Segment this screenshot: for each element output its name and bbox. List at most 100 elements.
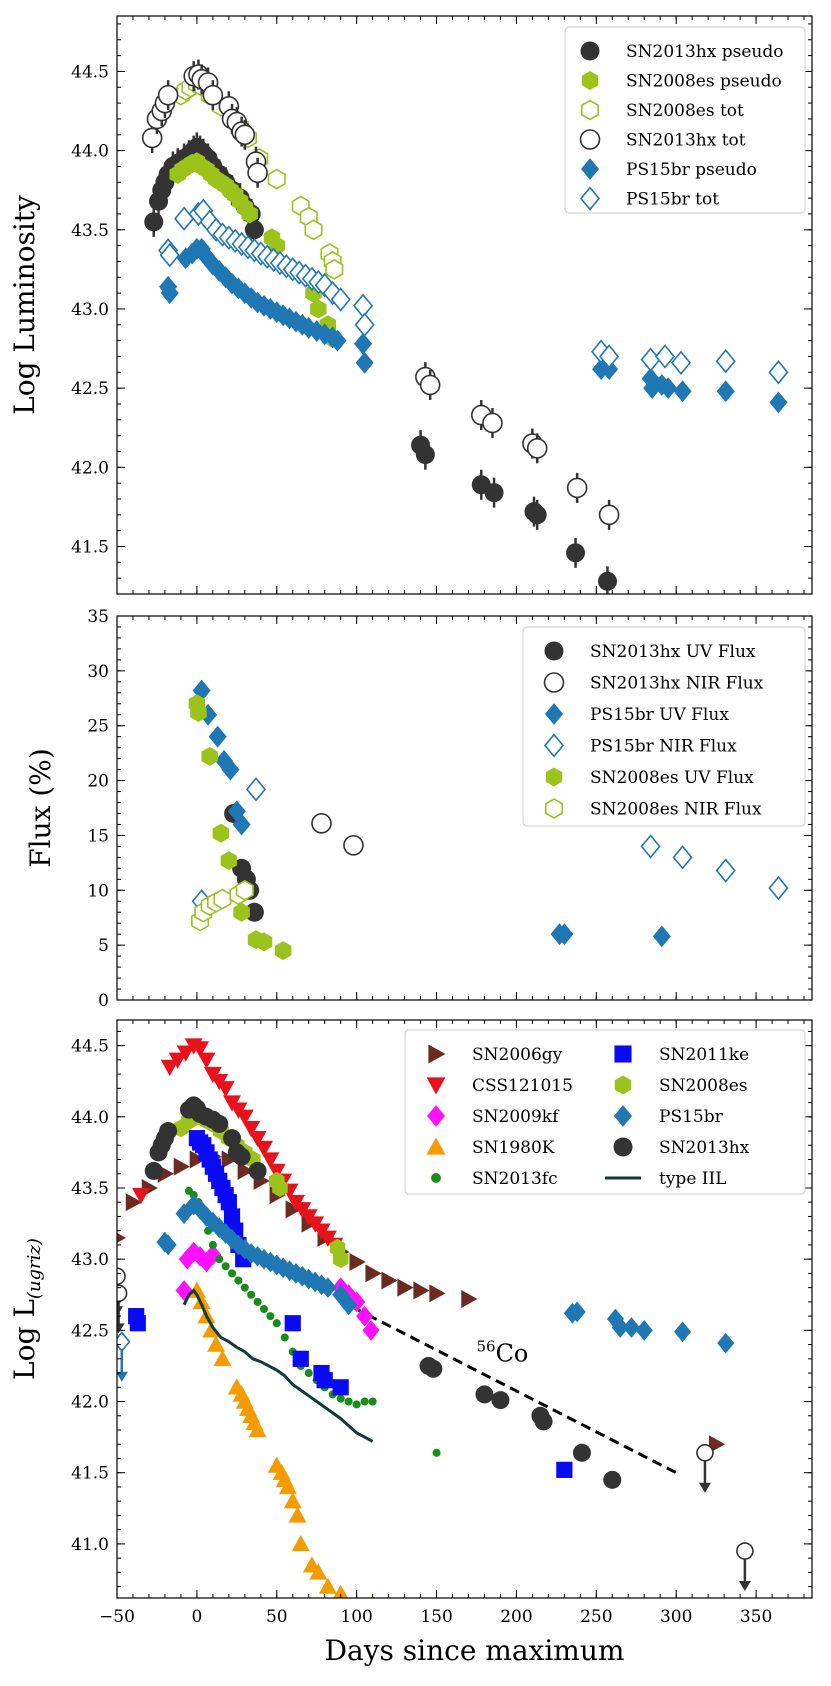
upper-limit-point-1	[117, 1284, 128, 1303]
point-ps15br-26	[340, 1294, 358, 1316]
legend-label-sn1980k: SN1980K	[472, 1138, 555, 1158]
y-tick-label: 41.5	[71, 537, 109, 557]
point-sn2008es-nir-flux-6	[235, 879, 254, 901]
legend-label-sn2006gy: SN2006gy	[472, 1045, 563, 1065]
point-css121015-0	[131, 1187, 150, 1205]
middle-plot-area	[188, 679, 789, 961]
series-ps15br-pseudo	[159, 237, 788, 414]
bottom-y-axis-title-text: Log L	[8, 1299, 41, 1380]
x-tick-label: 100	[340, 1607, 372, 1627]
point-css121015-14	[248, 1130, 267, 1148]
point-sn2006gy-5	[189, 1150, 206, 1169]
point-sn2006gy-22	[708, 1435, 726, 1454]
point-sn2013hx-tot-22	[526, 438, 548, 459]
y-tick-label: 25	[87, 717, 109, 737]
point-sn2006gy-8	[237, 1161, 254, 1180]
point-sn2011ke-18	[292, 1350, 309, 1367]
point-sn2008es-nir-flux-4	[213, 888, 232, 910]
y-tick-label: 5	[98, 936, 109, 956]
point-sn2013fc-27	[368, 1397, 377, 1406]
upper-limit-arrowhead	[117, 1323, 125, 1334]
point-sn2006gy-20	[429, 1284, 446, 1303]
y-tick-label: 41.5	[71, 1464, 109, 1484]
point-sn2013hx-tot-9	[202, 84, 224, 106]
point-ps15br-3	[185, 1194, 203, 1216]
point-sn1980k-18	[288, 1506, 307, 1523]
point-sn1980k-1	[192, 1292, 211, 1310]
middle-frame	[116, 615, 813, 1001]
y-tick-label: 42.5	[71, 1321, 109, 1341]
point-sn2013hx-pseudo-25	[484, 483, 504, 503]
x-tick-label: 150	[420, 1607, 452, 1627]
point-sn2013hx-tot-20	[482, 412, 503, 434]
point-ps15br-pseudo-27	[354, 332, 373, 355]
series-sn2013hx	[144, 1096, 622, 1489]
point-sn2013hx-21	[534, 1412, 553, 1431]
point-css121015-17	[267, 1163, 286, 1180]
point-sn2013hx-tot-4	[157, 84, 179, 106]
point-sn2008es-uv-flux-3	[212, 823, 230, 843]
upper-limit-point-3	[736, 1542, 754, 1560]
point-sn2013fc-5	[208, 1240, 217, 1249]
point-ps15br-pseudo-13	[242, 286, 261, 309]
top-y-axis-title: Log Luminosity	[8, 195, 41, 415]
point-ps15br-34	[717, 1332, 735, 1354]
legend-marker-ps15br-pseudo	[580, 158, 600, 180]
legend-label-sn2008es-uv-flux: SN2008es UV Flux	[590, 768, 754, 788]
point-sn2013fc-8	[227, 1269, 237, 1278]
point-css121015-5	[191, 1041, 210, 1058]
legend-label-sn2009kf: SN2009kf	[472, 1107, 560, 1127]
upper-limits-sn2013hx	[117, 1267, 754, 1592]
point-css121015-6	[197, 1052, 216, 1069]
bottom-legend: SN2006gy CSS121015 SN2009kf SN1980K SN2013fc…	[404, 1029, 806, 1195]
point-ps15br-pseudo-6	[197, 245, 216, 268]
legend-marker-sn2008es-pseudo	[581, 71, 599, 90]
panel-top: 41.5 42.0 42.5 43.0 43.5 44.0 44.5 Log Luminosi…	[8, 15, 813, 595]
point-ps15br-tot-26	[352, 293, 374, 318]
legend-label-ps15br-pseudo: PS15br pseudo	[626, 160, 757, 180]
middle-y-axis-title-text: Flux (%)	[24, 748, 57, 868]
point-sn2009kf-0	[175, 1280, 193, 1301]
series-sn2008es-nir-flux	[191, 879, 254, 932]
point-sn2008es-tot-17	[325, 258, 344, 280]
point-sn2013fc-9	[234, 1276, 243, 1285]
y-tick-label: 20	[87, 772, 109, 792]
point-ps15br-22	[306, 1271, 324, 1293]
legend-label-sn2013hx-tot: SN2013hx tot	[626, 131, 746, 151]
point-ps15br-14	[255, 1248, 273, 1270]
point-sn2008es-tot-11	[267, 168, 286, 190]
y-tick-label: 44.5	[71, 62, 109, 82]
middle-legend: SN2013hx UV Flux SN2013hx NIR Flux PS15br …	[522, 626, 806, 827]
point-sn2013fc-13	[259, 1304, 269, 1314]
point-ps15br-pseudo-1	[160, 282, 179, 305]
point-sn2011ke-1	[129, 1315, 146, 1332]
point-sn1980k-23	[333, 1584, 349, 1598]
upper-limit-arrowhead	[117, 1371, 128, 1382]
y-tick-label: 42.0	[71, 1393, 109, 1413]
point-sn2013hx-tot-23	[566, 477, 588, 499]
bottom-y-axis-title-subscript: (ugriz)	[24, 1238, 45, 1299]
legend-marker-sn2013fc	[431, 1173, 441, 1183]
point-ps15br-30	[611, 1317, 629, 1338]
point-ps15br-pseudo-36	[716, 380, 735, 403]
legend-marker-ps15br-tot	[579, 186, 601, 211]
y-tick-label: 10	[87, 881, 109, 901]
point-ps15br-uv-flux-6	[232, 813, 251, 836]
point-sn2006gy-17	[381, 1271, 398, 1290]
legend-marker-sn2013hx	[613, 1137, 633, 1157]
point-ps15br-16	[268, 1254, 286, 1276]
point-sn2013fc-28	[432, 1448, 441, 1457]
point-ps15br-nir-flux-1	[245, 777, 267, 802]
y-tick-label: 42.0	[71, 458, 109, 478]
y-tick-label: 44.5	[71, 1037, 109, 1057]
point-ps15br-uv-flux-0	[192, 679, 211, 702]
bottom-frame	[116, 1019, 813, 1599]
point-sn2008es-uv-flux-4	[220, 851, 238, 871]
point-ps15br-31	[622, 1317, 641, 1338]
x-tick-label: 50	[266, 1607, 288, 1627]
point-css121015-15	[254, 1140, 273, 1158]
point-sn2013hx-11	[210, 1114, 229, 1133]
point-ps15br-23	[312, 1274, 331, 1296]
